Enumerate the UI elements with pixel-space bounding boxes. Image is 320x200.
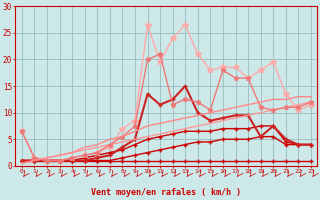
- X-axis label: Vent moyen/en rafales ( km/h ): Vent moyen/en rafales ( km/h ): [92, 188, 241, 197]
